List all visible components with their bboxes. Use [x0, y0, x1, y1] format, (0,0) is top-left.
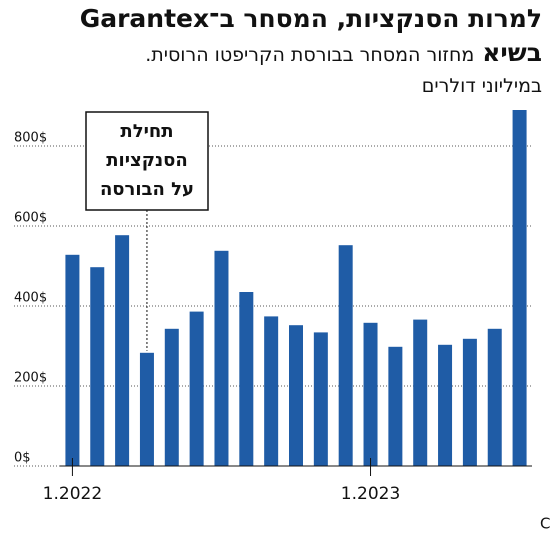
bar	[164, 328, 179, 466]
bar	[438, 344, 453, 466]
title-block: למרות הסנקציות, המסחר ב־Garantex בשיא מח…	[12, 2, 542, 72]
bar	[313, 332, 328, 466]
chart-subtitle: מחזור המסחר בבורסת הקריפטו הרוסית.	[145, 44, 475, 66]
bar	[413, 319, 428, 466]
annotation-text: תחילת	[120, 121, 173, 142]
annotation-text: הסנקציות	[106, 150, 188, 171]
unit-label: במיליוני דולרים	[421, 75, 542, 97]
annotation-text: על הבורסה	[100, 179, 194, 200]
annotation-box	[85, 111, 209, 211]
y-tick-label: 0$	[14, 451, 31, 466]
chart-title: למרות הסנקציות, המסחר ב־Garantex בשיא	[79, 4, 542, 67]
bar	[239, 292, 254, 466]
bar	[264, 316, 279, 466]
x-tick-label: 1.2022	[43, 484, 102, 504]
bar	[65, 254, 80, 466]
header: למרות הסנקציות, המסחר ב־Garantex בשיא מח…	[12, 2, 542, 100]
bar	[487, 328, 502, 466]
bar	[139, 352, 154, 466]
x-tick-label: 1.2023	[341, 484, 400, 504]
bar	[189, 311, 204, 466]
y-tick-label: 600$	[14, 211, 47, 226]
y-tick-label: 200$	[14, 371, 47, 386]
bar	[214, 250, 229, 466]
bar	[289, 325, 303, 466]
source: מקור: Coinpaprika	[540, 515, 550, 533]
bar	[512, 110, 527, 466]
bar	[363, 322, 378, 466]
bar	[115, 235, 130, 466]
bar	[90, 267, 105, 466]
bar	[462, 338, 477, 466]
bar	[338, 245, 353, 466]
y-tick-label: 800$	[14, 131, 47, 146]
y-tick-label: 400$	[14, 291, 47, 306]
bar	[388, 346, 403, 466]
